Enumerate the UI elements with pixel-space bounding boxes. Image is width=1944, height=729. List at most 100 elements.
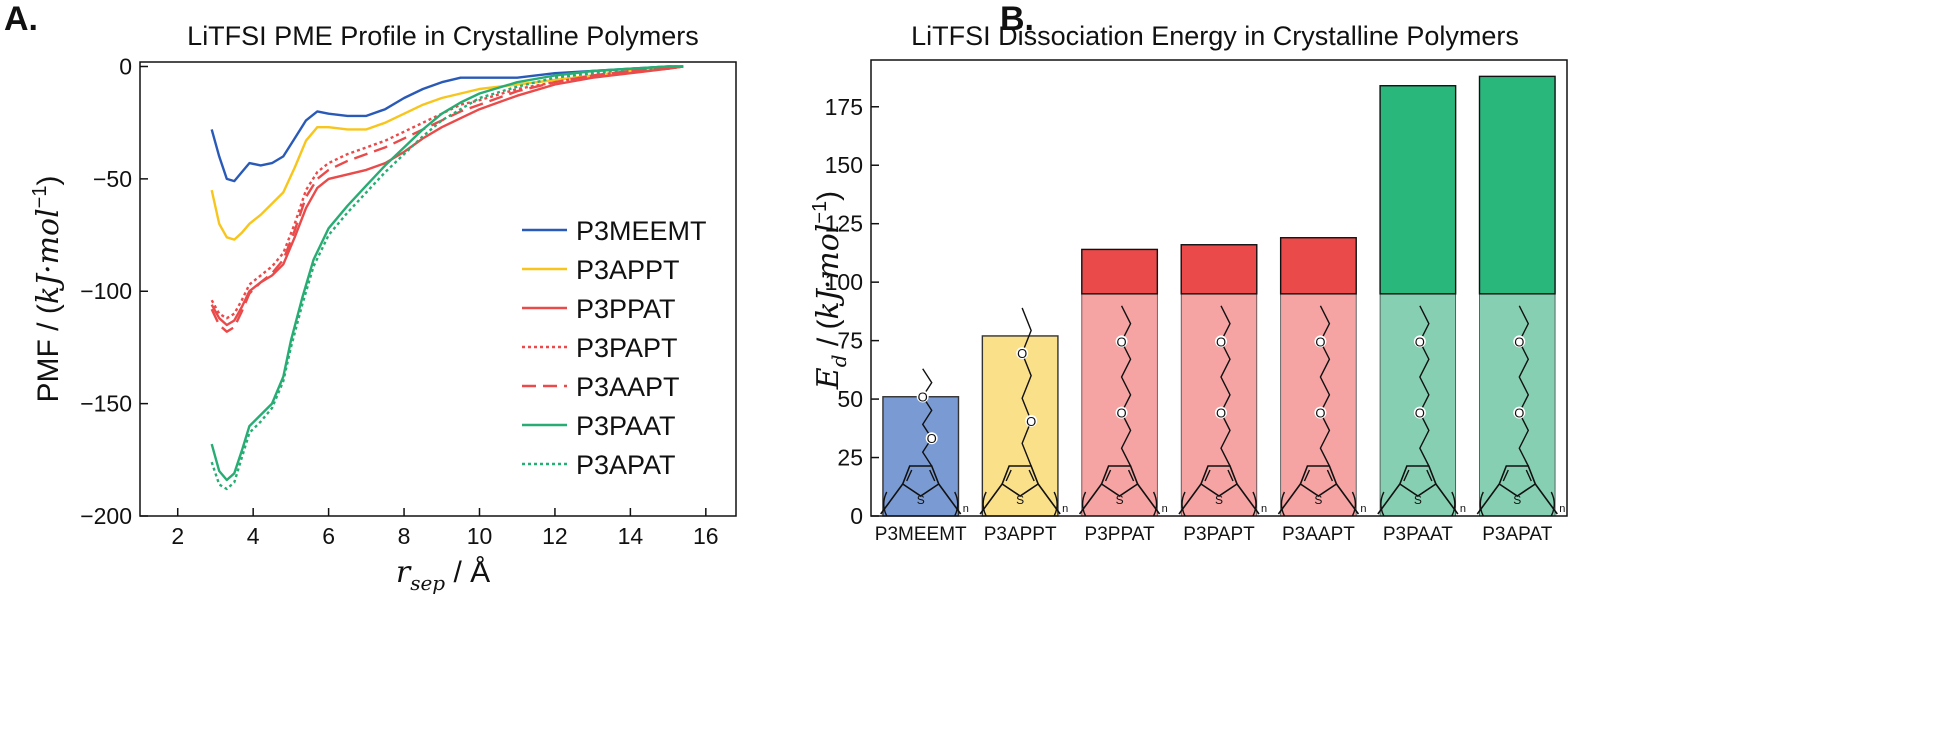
ether-oxygen-label: O — [1514, 406, 1524, 421]
bar-group-p3aapt: Sn O O — [1277, 237, 1367, 517]
repeat-label: n — [1062, 503, 1068, 515]
y-tick-label: 125 — [825, 211, 863, 237]
category-label: P3APPT — [984, 524, 1057, 545]
bar-upper — [1081, 248, 1159, 295]
double-bond — [1303, 469, 1311, 482]
legend-label: P3APAT — [576, 450, 676, 480]
side-chain — [1518, 305, 1530, 467]
chart-a-frame — [139, 61, 737, 517]
ether-gap — [1513, 406, 1526, 419]
ether-gap — [1314, 335, 1327, 348]
double-bond — [1005, 469, 1012, 482]
ether-oxygen-label: O — [1117, 334, 1127, 349]
dissociation-bar-chart: LiTFSI Dissociation Energy in Crystallin… — [809, 21, 1568, 545]
bracket-right — [1351, 491, 1357, 517]
thiophene-ring — [1100, 465, 1139, 497]
ether-oxygen-label: O — [1026, 414, 1036, 429]
side-chain — [1419, 305, 1430, 467]
thiophene-ring — [1299, 465, 1338, 497]
legend-label: P3APPT — [576, 255, 680, 285]
bar-group-p3apat: Sn O O — [1476, 75, 1565, 517]
bracket-left — [1479, 491, 1484, 517]
y-tick-label: 0 — [850, 503, 863, 529]
bar-upper — [1279, 237, 1357, 295]
chart-b-ylabel: Ed / (kJ·mol−1) — [809, 191, 851, 390]
repeat-label: n — [1460, 503, 1466, 515]
double-bond — [1127, 469, 1135, 482]
side-chain — [1120, 305, 1132, 467]
side-chain — [1220, 305, 1231, 467]
repeat-label: n — [1162, 503, 1168, 515]
ether-oxygen-label: O — [1315, 406, 1325, 421]
bracket-right — [1252, 491, 1257, 517]
repeat-label: n — [1360, 503, 1366, 515]
bar-lower — [1280, 293, 1357, 517]
thiophene-ring — [1200, 465, 1238, 497]
chart-a-legend: P3MEEMT P3APPT P3PPAT P3PAPT P3AAPT P3PAAT P3A… — [522, 216, 707, 480]
ether-gap — [1115, 335, 1128, 348]
x-tick-label: 10 — [467, 523, 493, 549]
bracket-right — [1152, 491, 1158, 517]
double-bond — [1426, 469, 1433, 482]
thiophene-ring — [901, 465, 940, 497]
double-bond — [1326, 469, 1334, 482]
double-bond — [1502, 469, 1509, 482]
y-tick-label: −50 — [93, 166, 132, 192]
category-label: P3PAPT — [1183, 524, 1255, 545]
x-tick-label: 4 — [247, 523, 260, 549]
ether-oxygen-label: O — [1514, 334, 1524, 349]
ether-oxygen-label: O — [918, 390, 928, 405]
y-tick-label: 25 — [837, 445, 863, 471]
sulfur-label: S — [1116, 493, 1124, 507]
double-bond — [1104, 469, 1112, 482]
ether-gap — [1215, 335, 1227, 348]
y-tick-label: −100 — [80, 278, 132, 304]
chart-a-xlabel: rsep / Å — [396, 555, 490, 595]
bracket-right — [1550, 491, 1555, 517]
side-chain — [921, 368, 933, 467]
chart-b-title: LiTFSI Dissociation Energy in Crystallin… — [911, 21, 1519, 51]
y-tick-label: −200 — [80, 503, 132, 529]
ether-oxygen-label: O — [1415, 334, 1425, 349]
bracket-left — [1380, 491, 1385, 517]
ether-gap — [1025, 414, 1038, 427]
double-bond — [906, 469, 913, 482]
sulfur-label: S — [1215, 493, 1223, 507]
ether-gap — [1115, 406, 1128, 419]
y-tick-label: 175 — [825, 94, 863, 120]
bracket-left — [1280, 491, 1286, 517]
bar-upper — [1180, 244, 1258, 295]
series-line-p3meemt — [210, 65, 684, 183]
bar-lower — [1081, 293, 1158, 517]
thiophene-ring — [1398, 465, 1437, 497]
sulfur-label: S — [1414, 493, 1422, 507]
sulfur-label: S — [917, 493, 925, 507]
y-tick-label: 150 — [825, 152, 863, 178]
x-tick-label: 6 — [322, 523, 335, 549]
bracket-left — [1081, 491, 1087, 517]
ether-oxygen-label: O — [927, 431, 937, 446]
legend-label: P3PAPT — [576, 333, 678, 363]
series-line-p3aapt — [210, 65, 684, 333]
bar-lower — [1379, 293, 1457, 517]
bracket-left — [982, 491, 987, 517]
ether-gap — [925, 432, 938, 445]
bracket-left — [883, 491, 888, 517]
double-bond — [1028, 469, 1035, 482]
legend-label: P3PAAT — [576, 411, 676, 441]
category-label: P3APAT — [1482, 524, 1552, 545]
bracket-right — [1053, 491, 1058, 517]
ether-oxygen-label: O — [1216, 334, 1226, 349]
y-tick-label: 100 — [825, 269, 863, 295]
legend-label: P3MEEMT — [576, 216, 707, 246]
bar-group-p3meemt: Sn O O — [880, 368, 969, 517]
side-chain — [1021, 307, 1032, 467]
double-bond — [929, 469, 936, 482]
x-tick-label: 8 — [398, 523, 411, 549]
y-tick-label: −150 — [80, 391, 132, 417]
ether-oxygen-label: O — [1216, 406, 1226, 421]
ether-oxygen-label: O — [1117, 406, 1127, 421]
sulfur-label: S — [1513, 493, 1521, 507]
bar-group-p3paat: Sn O O — [1377, 85, 1466, 517]
